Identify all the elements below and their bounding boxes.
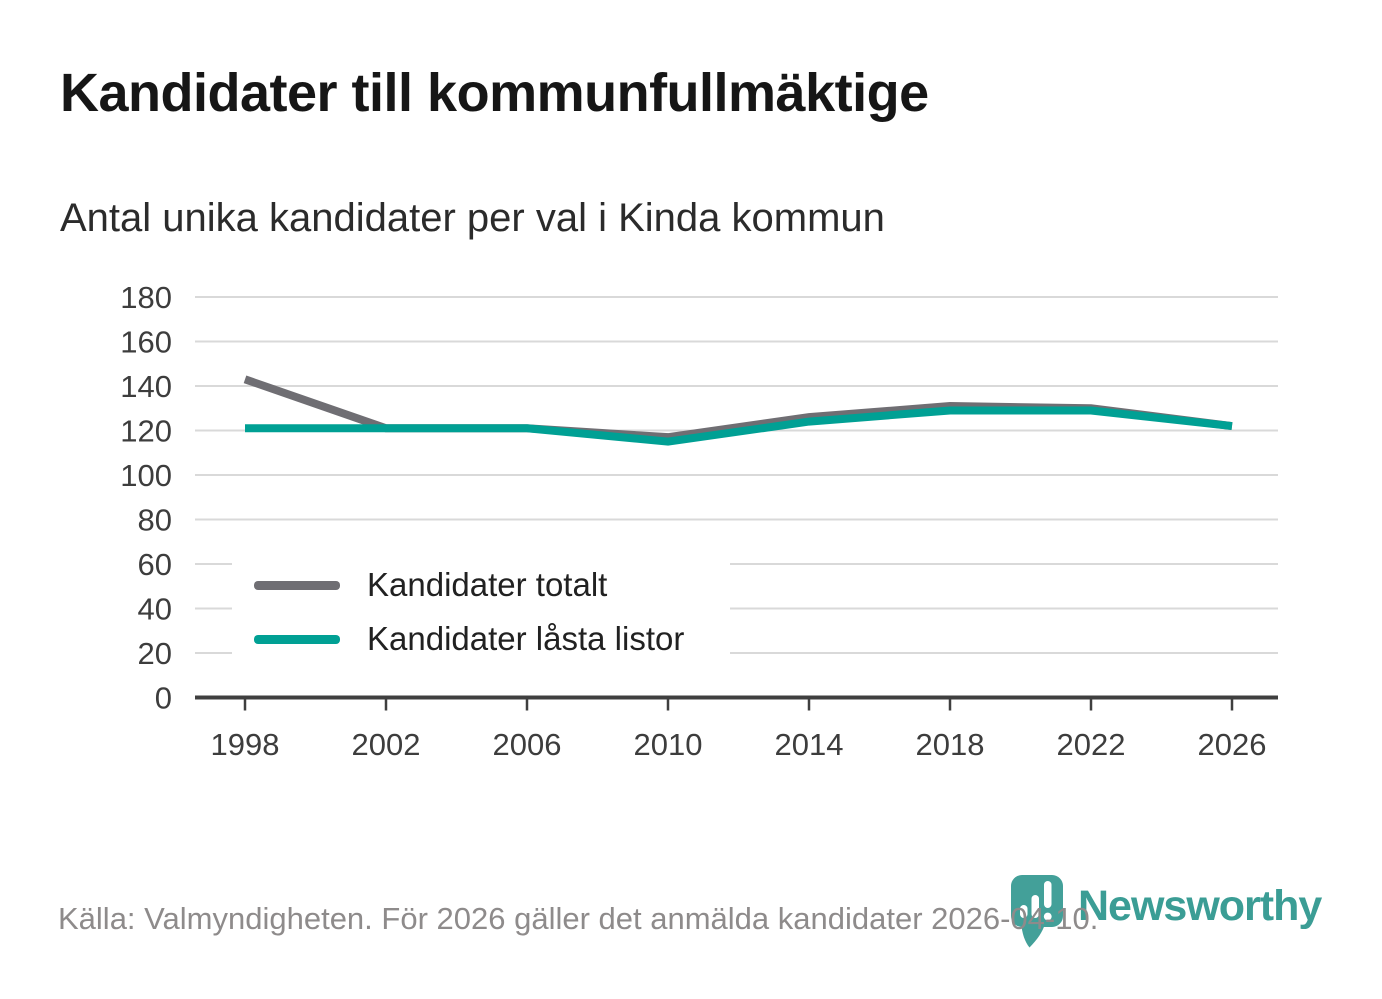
x-axis-tick-label: 2018 [916,727,985,762]
x-axis-tick-label: 2010 [634,727,703,762]
y-axis-tick-label: 160 [120,325,172,360]
legend-label: Kandidater totalt [367,566,608,603]
newsworthy-wordmark: Newsworthy [1078,882,1322,930]
x-axis-tick-label: 2022 [1057,727,1126,762]
y-axis-tick-label: 180 [120,280,172,315]
legend: Kandidater totalt Kandidater låsta listor [232,550,731,676]
legend-label: Kandidater låsta listor [367,620,685,657]
newsworthy-logo-icon [1011,875,1063,948]
y-axis-tick-label: 0 [155,681,172,716]
x-axis-tick-label: 2014 [775,727,844,762]
newsworthy-logo: Newsworthy [1008,872,1322,950]
source-note: Källa: Valmyndigheten. För 2026 gäller d… [58,901,1099,936]
chart-title: Kandidater till kommunfullmäktige [60,63,929,123]
y-axis-tick-label: 20 [138,636,172,671]
x-axis-tick-label: 2006 [493,727,562,762]
y-axis-tick-label: 140 [120,369,172,404]
y-axis-tick-label: 80 [138,503,172,538]
chart-subtitle: Antal unika kandidater per val i Kinda k… [60,196,885,240]
x-axis-tick-label: 2002 [352,727,421,762]
y-axis-tick-label: 60 [138,547,172,582]
y-axis-tick-label: 100 [120,458,172,493]
x-axis-tick-label: 1998 [211,727,280,762]
series-line [245,406,1233,446]
x-axis-tick-label: 2026 [1198,727,1267,762]
legend-item: Kandidater totalt [254,566,684,604]
legend-item: Kandidater låsta listor [254,620,684,658]
y-axis-tick-label: 120 [120,414,172,449]
legend-swatch [254,580,340,590]
y-axis-tick-label: 40 [138,592,172,627]
legend-swatch [254,634,340,644]
